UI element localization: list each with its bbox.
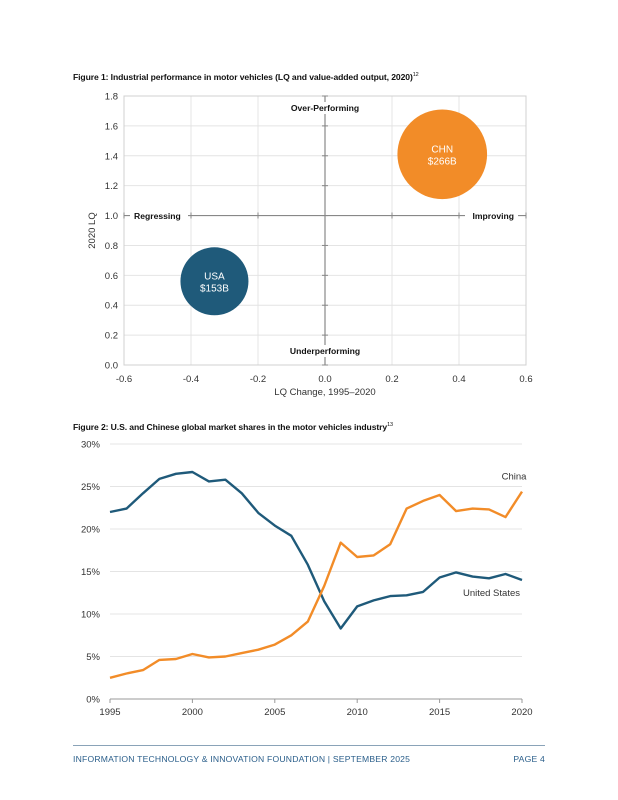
bubble-value-chn: $266B [428,156,457,167]
quadrant-label-top: Over-Performing [291,103,359,113]
figure-1-title: Figure 1: Industrial performance in moto… [73,72,419,82]
y-tick-label: 0.8 [105,241,118,252]
x-tick-label: -0.2 [250,374,266,385]
bubble-value-usa: $153B [200,283,229,294]
y-tick-label: 0.6 [105,271,118,282]
x-tick-label: 0.4 [452,374,465,385]
series-label-china: China [502,472,528,483]
series-line-china [109,490,524,679]
y-tick-label: 20% [81,525,101,536]
series-label-united-states: United States [463,588,520,599]
page-number: PAGE 4 [513,754,545,764]
market-share-line-chart: 0% 5% 10% 15% 20% 25% 30% 1995 2000 2005 2010 2015 2… [81,440,533,719]
y-tick-label: 1.0 [105,211,118,222]
y-tick-label: 1.2 [105,181,118,192]
x-tick-label: 2010 [347,707,368,718]
y-tick-label: 0.2 [105,331,118,342]
footer-rule [73,745,545,746]
x-tick-label: 0.2 [385,374,398,385]
y-tick-label: 1.6 [105,121,118,132]
x-tick-label: 2000 [182,707,203,718]
figure-2-title-text: Figure 2: U.S. and Chinese global market… [73,422,388,432]
y-tick-label: 30% [81,440,101,451]
x-tick-label: 2020 [511,707,532,718]
quadrant-label-left: Regressing [134,211,181,221]
x-tick-label: 0.0 [318,374,331,385]
y-tick-label: 0.4 [105,301,118,312]
footer-text: INFORMATION TECHNOLOGY & INNOVATION FOUN… [73,754,411,764]
quadrant-label-right-bg [465,210,518,223]
x-tick-label: 1995 [99,707,120,718]
x-tick-label: 0.6 [519,374,532,385]
y-tick-label: 25% [81,482,101,493]
y-tick-label: 10% [81,610,101,621]
x-tick-label: 2015 [429,707,450,718]
quadrant-label-top-bg [283,102,367,114]
quadrant-label-bottom-bg [283,345,367,357]
figure-2-footnote: 13 [387,422,393,429]
bubble-chn [397,109,488,200]
lq-bubble-chart: -0.6 -0.4 -0.2 0.0 0.2 0.4 0.6 0.0 0.2 0.4 0.6 0.8 1… [87,92,533,399]
y-tick-label: 1.4 [105,151,118,162]
x-axis-title: LQ Change, 1995–2020 [274,387,375,398]
quadrant-label-right: Improving [472,211,514,221]
x-tick-label: -0.4 [183,374,199,385]
y-tick-label: 0.0 [105,361,118,372]
bubble-name-usa: USA [204,271,225,282]
figure-1-footnote: 12 [412,72,419,79]
quadrant-label-bottom: Underperforming [290,346,360,356]
y-tick-label: 0% [86,695,100,706]
series-line-united-states [109,470,523,630]
x-tick-label: 2005 [264,707,285,718]
y-axis-title: 2020 LQ [87,212,98,248]
bubble-usa [180,247,249,316]
x-tick-label: -0.6 [116,374,132,385]
quadrant-label-left-bg [130,210,188,223]
y-tick-label: 5% [86,652,100,663]
figure-1-title-text: Figure 1: Industrial performance in moto… [73,72,413,82]
figure-2-title: Figure 2: U.S. and Chinese global market… [73,422,393,432]
y-tick-label: 15% [81,567,101,578]
bubble-name-chn: CHN [431,144,453,155]
y-tick-label: 1.8 [105,92,118,103]
